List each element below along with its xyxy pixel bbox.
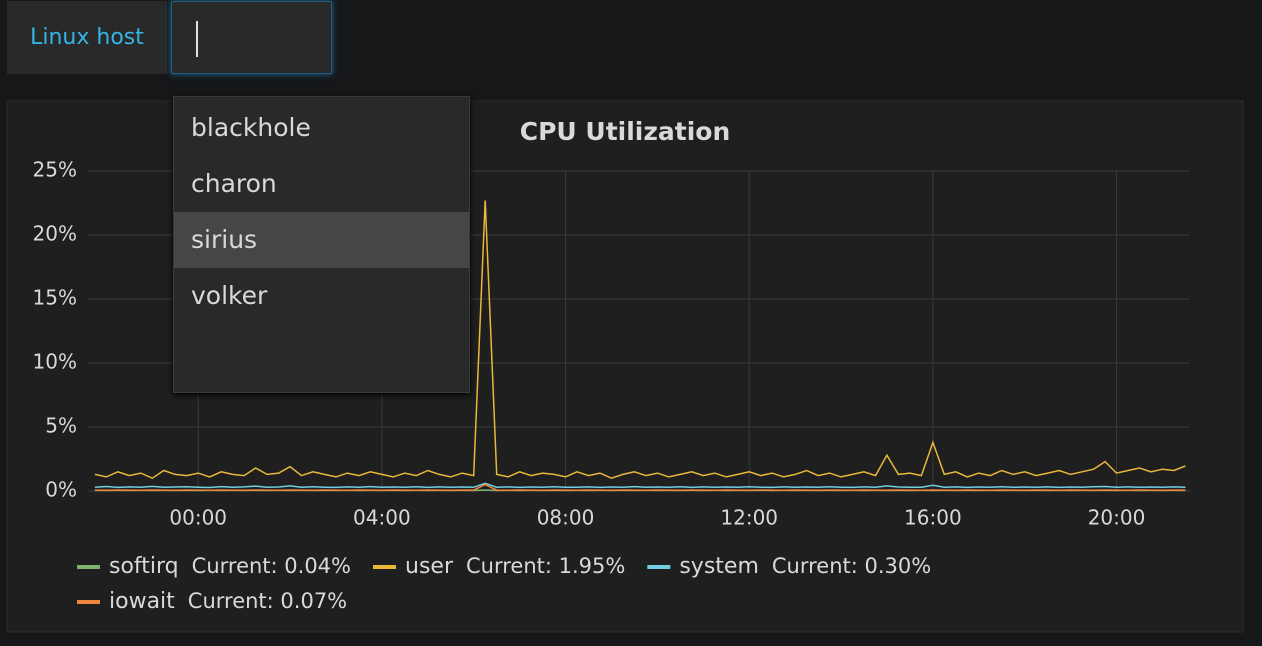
y-tick-label: 0% (45, 478, 77, 502)
variable-label: Linux host (7, 1, 167, 74)
chart-title: CPU Utilization (520, 117, 731, 146)
y-tick-label: 25% (33, 158, 77, 182)
legend-name: user (405, 554, 454, 579)
variable-input[interactable] (171, 1, 332, 74)
y-tick-label: 15% (33, 286, 77, 310)
x-tick-label: 00:00 (169, 506, 227, 530)
legend-current: Current: 1.95% (466, 554, 625, 578)
legend-current: Current: 0.04% (192, 554, 351, 578)
y-tick-label: 5% (45, 414, 77, 438)
caret (196, 21, 198, 57)
legend-name: iowait (109, 589, 175, 614)
x-tick-label: 12:00 (720, 506, 778, 530)
dropdown-option[interactable]: blackhole (191, 113, 311, 142)
x-tick-label: 16:00 (904, 506, 962, 530)
dropdown-option[interactable]: sirius (174, 212, 469, 268)
legend-item: iowait Current: 0.07% (77, 589, 347, 614)
dropdown: blackhole charon sirius volker (173, 96, 470, 393)
series-line (94, 483, 1186, 491)
legend-current: Current: 0.30% (772, 554, 931, 578)
series-line (94, 482, 1186, 489)
legend-name: system (679, 554, 759, 579)
legend-item: system Current: 0.30% (647, 554, 931, 579)
x-tick-label: 04:00 (353, 506, 411, 530)
legend-name: softirq (109, 554, 179, 579)
series-line (94, 200, 1186, 480)
dropdown-option[interactable]: volker (191, 281, 268, 310)
dropdown-option[interactable]: charon (191, 169, 277, 198)
x-tick-label: 08:00 (537, 506, 595, 530)
y-tick-label: 10% (33, 350, 77, 374)
legend-item: softirq Current: 0.04% (77, 554, 351, 579)
legend-current: Current: 0.07% (188, 589, 347, 613)
y-tick-label: 20% (33, 222, 77, 246)
legend-item: user Current: 1.95% (373, 554, 625, 579)
x-tick-label: 20:00 (1088, 506, 1146, 530)
